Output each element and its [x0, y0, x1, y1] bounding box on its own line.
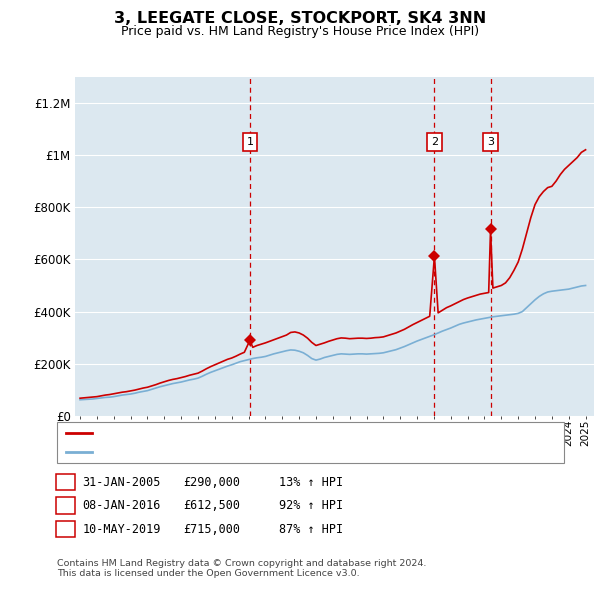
Text: 3, LEEGATE CLOSE, STOCKPORT, SK4 3NN (detached house): 3, LEEGATE CLOSE, STOCKPORT, SK4 3NN (de… — [98, 428, 426, 438]
Text: 87% ↑ HPI: 87% ↑ HPI — [279, 523, 343, 536]
Text: 3, LEEGATE CLOSE, STOCKPORT, SK4 3NN: 3, LEEGATE CLOSE, STOCKPORT, SK4 3NN — [114, 11, 486, 25]
Text: 31-JAN-2005: 31-JAN-2005 — [82, 476, 161, 489]
Text: £290,000: £290,000 — [183, 476, 240, 489]
Text: 2: 2 — [431, 137, 438, 147]
Text: 92% ↑ HPI: 92% ↑ HPI — [279, 499, 343, 512]
Text: 3: 3 — [62, 523, 69, 536]
Text: £612,500: £612,500 — [183, 499, 240, 512]
Text: 3: 3 — [487, 137, 494, 147]
Text: HPI: Average price, detached house, Stockport: HPI: Average price, detached house, Stoc… — [98, 447, 353, 457]
Text: Price paid vs. HM Land Registry's House Price Index (HPI): Price paid vs. HM Land Registry's House … — [121, 25, 479, 38]
Text: Contains HM Land Registry data © Crown copyright and database right 2024.
This d: Contains HM Land Registry data © Crown c… — [57, 559, 427, 578]
Text: 1: 1 — [247, 137, 253, 147]
Text: 13% ↑ HPI: 13% ↑ HPI — [279, 476, 343, 489]
Text: 1: 1 — [62, 476, 69, 489]
Text: 2: 2 — [62, 499, 69, 512]
Text: 08-JAN-2016: 08-JAN-2016 — [82, 499, 161, 512]
Text: 10-MAY-2019: 10-MAY-2019 — [82, 523, 161, 536]
Text: £715,000: £715,000 — [183, 523, 240, 536]
